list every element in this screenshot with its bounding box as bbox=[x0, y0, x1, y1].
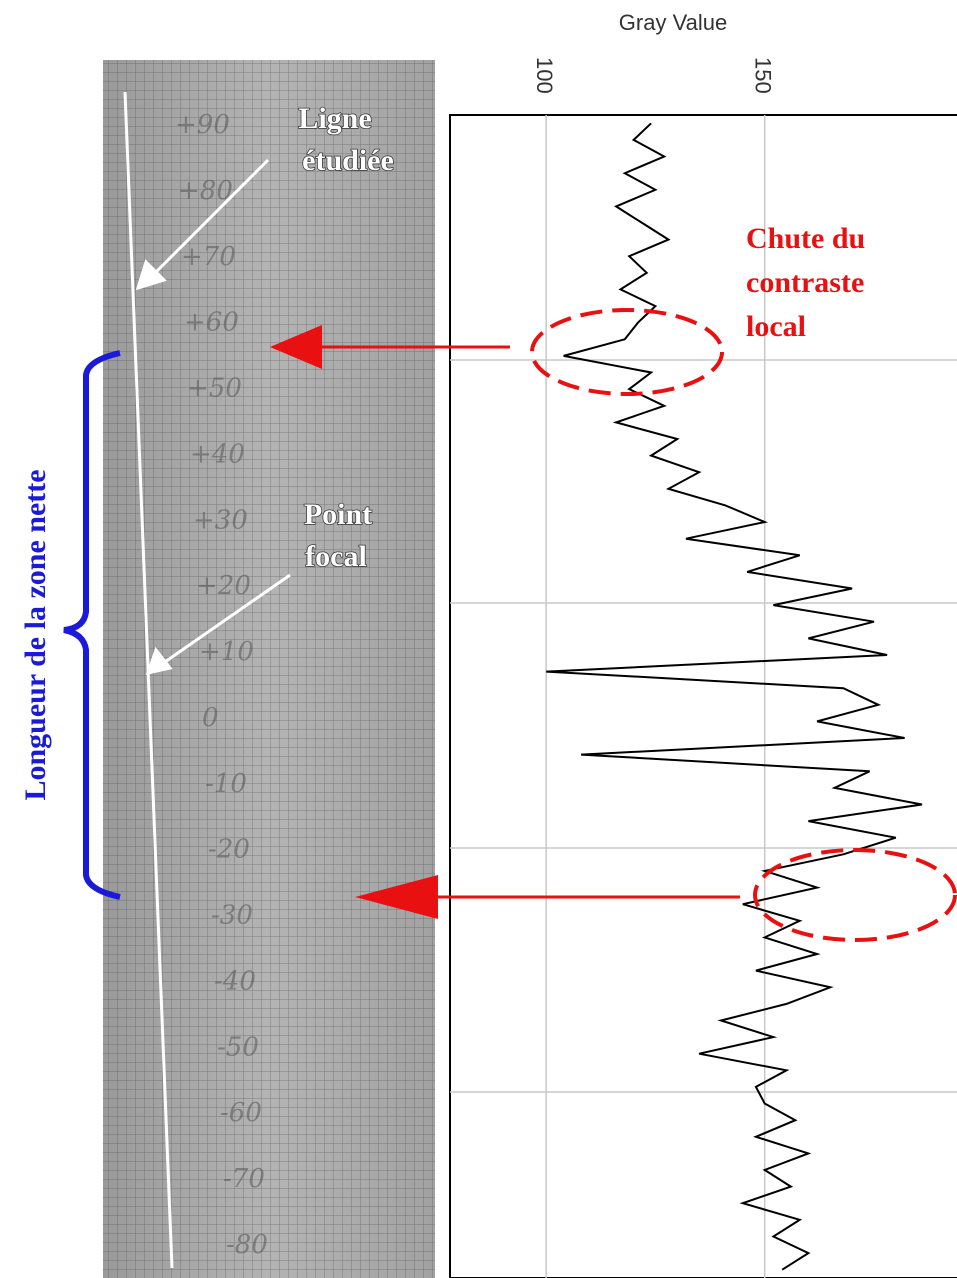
zone-bracket bbox=[63, 350, 121, 900]
annotation: focal bbox=[305, 540, 367, 573]
ruler-label: +10 bbox=[199, 637, 254, 667]
ruler-label: +60 bbox=[184, 308, 239, 338]
arrow-head bbox=[270, 325, 322, 369]
plot-area bbox=[449, 114, 957, 1278]
arrow-head bbox=[355, 875, 438, 919]
position-grid bbox=[450, 359, 957, 1093]
ruler-label: -30 bbox=[211, 901, 253, 931]
ruler-label: 0 bbox=[202, 703, 219, 733]
annotation: Point bbox=[304, 498, 372, 531]
highlight-ellipse bbox=[753, 848, 957, 942]
annotation: Longueur de la zone nette bbox=[19, 469, 52, 800]
annotation: Chute du bbox=[746, 222, 865, 255]
annotation: étudiée bbox=[302, 144, 394, 177]
ruler-label: +70 bbox=[181, 242, 236, 272]
ruler-label: -20 bbox=[208, 835, 250, 865]
ruler-labels: +90 +80 +70 +60 +50 +40 +30 +20 +10 0 -10 -20 -30 -40… bbox=[175, 110, 268, 1260]
ruler-label: +20 bbox=[196, 571, 251, 601]
x-tick-label: 100 bbox=[532, 57, 557, 94]
ruler-label: +50 bbox=[187, 374, 242, 404]
red-arrows bbox=[310, 345, 740, 899]
ruler-label: -10 bbox=[205, 769, 247, 799]
ruler-label: +80 bbox=[178, 176, 233, 206]
axis-title: Gray Value bbox=[619, 10, 727, 35]
profile-line bbox=[546, 122, 923, 1271]
ruler-label: +30 bbox=[193, 505, 248, 535]
x-tick-label: 150 bbox=[751, 57, 776, 94]
studied-line bbox=[123, 91, 174, 1269]
annotation: contraste bbox=[746, 266, 864, 299]
ruler-label: -80 bbox=[226, 1230, 268, 1260]
ruler-label: +40 bbox=[190, 439, 245, 469]
ruler-label: -70 bbox=[223, 1164, 265, 1194]
annotation: Ligne bbox=[298, 102, 371, 135]
ruler-label: -40 bbox=[214, 966, 256, 996]
annotation: local bbox=[746, 310, 806, 343]
ruler-label: +90 bbox=[175, 110, 230, 140]
highlight-ellipse bbox=[530, 308, 724, 396]
white-arrows bbox=[135, 158, 291, 676]
ruler-label: -50 bbox=[217, 1032, 259, 1062]
ruler-label: -60 bbox=[220, 1098, 262, 1128]
plot bbox=[545, 115, 923, 1278]
